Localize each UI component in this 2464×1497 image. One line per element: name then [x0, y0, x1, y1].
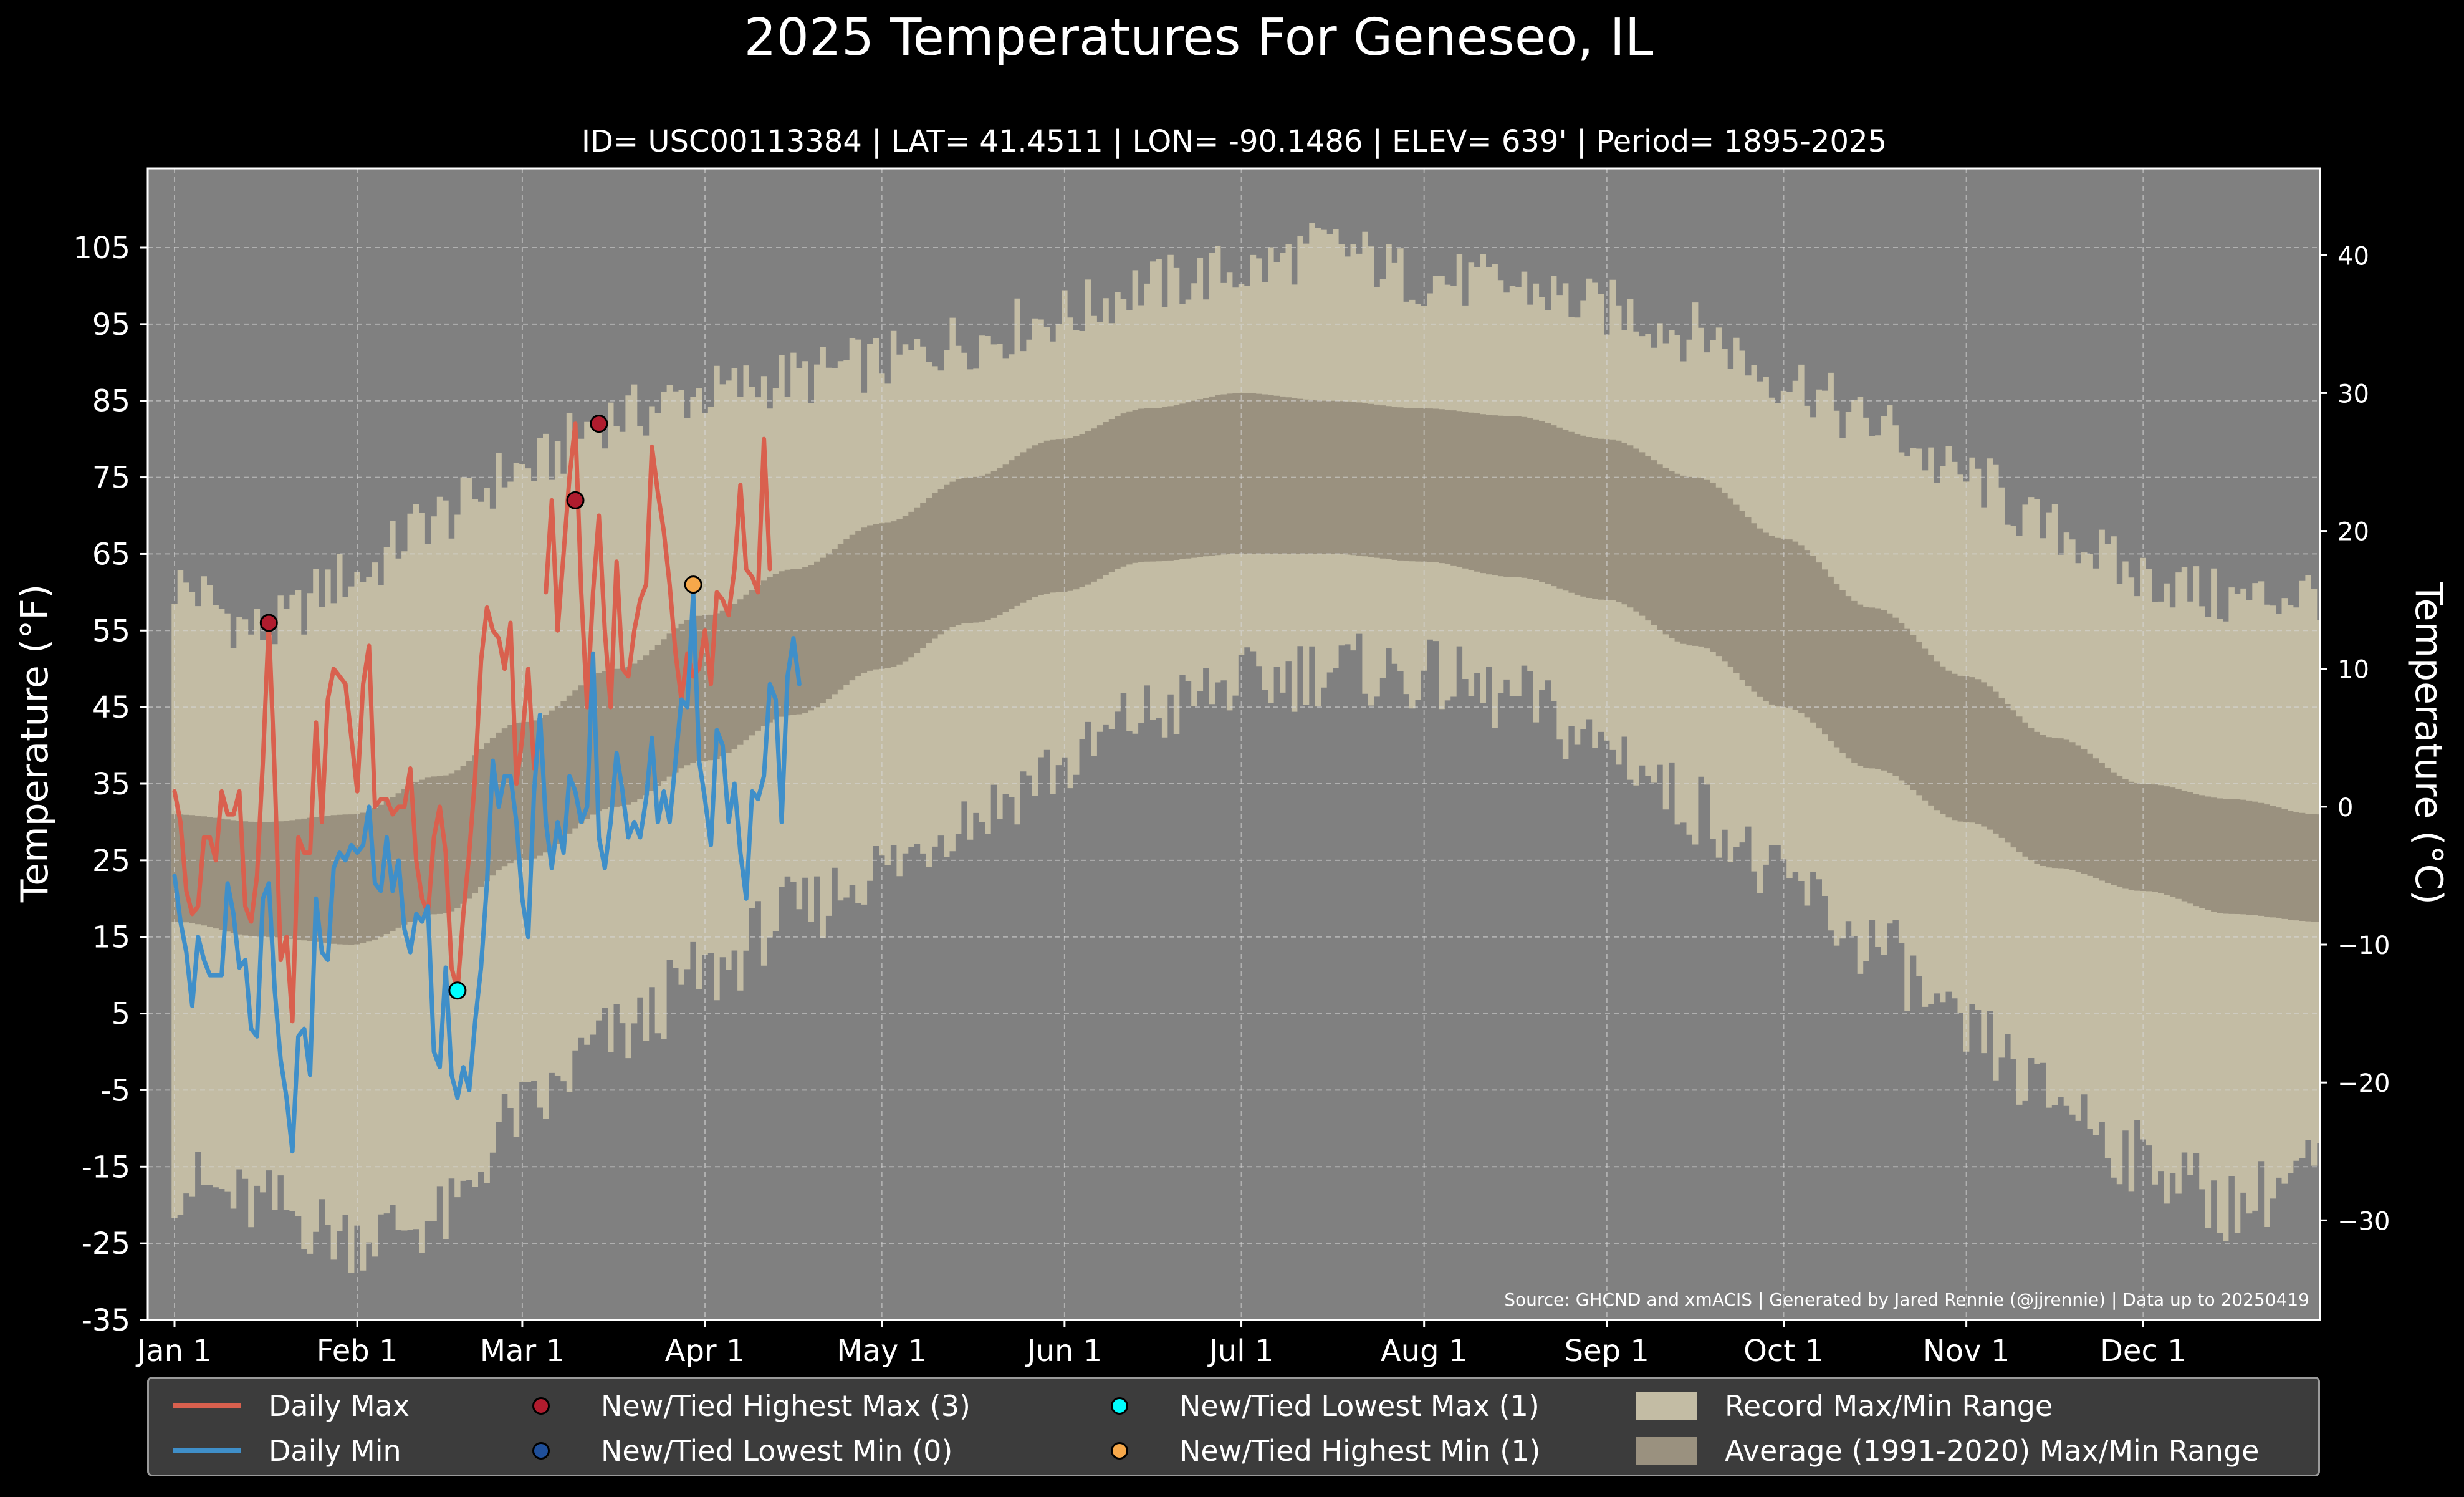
x-axis: Jan 1 Feb 1 Mar 1 Apr 1 May 1 Jun 1 Jul 1 Aug 1…	[135, 1320, 2187, 1369]
y-right-tick-label: −30	[2337, 1207, 2390, 1236]
new-tied-highest-maxmarker	[590, 415, 608, 433]
y-right-tick-label: 30	[2337, 380, 2369, 408]
legend-label: New/Tied Highest Max (3)	[601, 1389, 971, 1423]
legend-swatch	[1111, 1442, 1128, 1460]
legend-label: Daily Max	[269, 1389, 410, 1423]
y-tick-label: -35	[82, 1303, 130, 1338]
legend-item: Record Max/Min Range	[1624, 1387, 2053, 1425]
y-right-tick-label: 20	[2337, 518, 2369, 547]
x-tick-label: Jun 1	[1025, 1334, 1102, 1369]
legend-item: Daily Max	[160, 1387, 410, 1425]
daily-max-line	[544, 421, 772, 710]
y-axis-right: 40 30 20 10 0 −10 −20 −30	[2320, 242, 2390, 1236]
x-tick-label: Aug 1	[1381, 1334, 1468, 1369]
x-tick-label: Apr 1	[665, 1334, 745, 1369]
new-tied-lowest-maxmarker	[448, 981, 467, 1000]
legend-swatch	[173, 1403, 241, 1408]
x-tick-label: Jan 1	[135, 1334, 212, 1369]
legend-swatch	[1111, 1397, 1128, 1415]
x-tick-label: Oct 1	[1743, 1334, 1824, 1369]
y-tick-label: 95	[92, 307, 130, 342]
daily-max-line	[172, 605, 537, 1024]
y-tick-label: 5	[111, 997, 130, 1032]
new-tied-highest-maxmarker	[259, 614, 278, 632]
y-axis-label-right: Temperature (°C)	[2407, 581, 2450, 905]
y-tick-label: 85	[92, 384, 130, 419]
plot-frame	[146, 167, 2321, 1321]
y-tick-label: 25	[92, 844, 130, 878]
legend-swatch	[1636, 1437, 1697, 1465]
legend-label: Daily Min	[269, 1434, 401, 1468]
legend-label: New/Tied Highest Min (1)	[1179, 1434, 1541, 1468]
x-tick-label: Dec 1	[2100, 1334, 2187, 1369]
y-tick-label: 55	[92, 614, 130, 648]
legend-label: New/Tied Lowest Min (0)	[601, 1434, 953, 1468]
legend-item: Average (1991-2020) Max/Min Range	[1624, 1432, 2259, 1470]
y-right-tick-label: 0	[2337, 794, 2353, 822]
source-note: Source: GHCND and xmACIS | Generated by …	[1504, 1289, 2309, 1310]
grid	[148, 168, 2320, 1320]
normal-range-band	[171, 393, 2320, 945]
legend-swatch	[1636, 1392, 1697, 1420]
x-tick-label: Sep 1	[1565, 1334, 1649, 1369]
legend-swatch	[532, 1442, 550, 1460]
y-tick-label: 15	[92, 920, 130, 955]
legend-item: New/Tied Lowest Min (0)	[486, 1432, 952, 1470]
plot-area	[146, 167, 2321, 1321]
legend-label: Record Max/Min Range	[1725, 1389, 2053, 1423]
legend: Daily Max Daily Min New/Tied Highest Max (…	[147, 1377, 2320, 1476]
legend-swatch	[173, 1448, 241, 1453]
y-tick-label: 35	[92, 767, 130, 802]
legend-item: New/Tied Highest Min (1)	[1064, 1432, 1540, 1470]
legend-item: New/Tied Lowest Max (1)	[1064, 1387, 1540, 1425]
y-axis-left: 105 95 85 75 65 55 45 35 25 15 5 -5 -15 -25 -35	[73, 231, 148, 1338]
new-tied-highest-maxmarker	[566, 491, 585, 509]
legend-label: Average (1991-2020) Max/Min Range	[1725, 1434, 2260, 1468]
y-right-tick-label: −10	[2337, 931, 2390, 960]
daily-min-line	[172, 590, 802, 1154]
x-tick-label: Nov 1	[1923, 1334, 2010, 1369]
y-tick-label: -5	[100, 1073, 130, 1108]
y-right-tick-label: −20	[2337, 1069, 2390, 1098]
y-tick-label: 45	[92, 690, 130, 725]
legend-swatch	[532, 1397, 550, 1415]
y-tick-label: 75	[92, 461, 130, 496]
y-tick-label: -25	[82, 1226, 130, 1261]
legend-item: Daily Min	[160, 1432, 401, 1470]
y-tick-label: 65	[92, 537, 130, 572]
chart-title: 2025 Temperatures For Geneseo, IL	[744, 8, 1654, 67]
legend-label: New/Tied Lowest Max (1)	[1179, 1389, 1540, 1423]
record-range-band	[171, 223, 2320, 1273]
chart-subtitle: ID= USC00113384 | LAT= 41.4511 | LON= -9…	[582, 124, 1887, 159]
x-tick-label: May 1	[837, 1334, 927, 1369]
x-tick-label: Feb 1	[317, 1334, 398, 1369]
y-right-tick-label: 10	[2337, 656, 2369, 685]
legend-item: New/Tied Highest Max (3)	[486, 1387, 971, 1425]
x-tick-label: Jul 1	[1207, 1334, 1274, 1369]
new-tied-highest-minmarker	[684, 575, 702, 594]
y-axis-label-left: Temperature (°F)	[13, 584, 57, 903]
y-tick-label: -15	[82, 1150, 130, 1185]
y-tick-label: 105	[73, 231, 130, 266]
y-right-tick-label: 40	[2337, 242, 2369, 271]
x-tick-label: Mar 1	[480, 1334, 565, 1369]
